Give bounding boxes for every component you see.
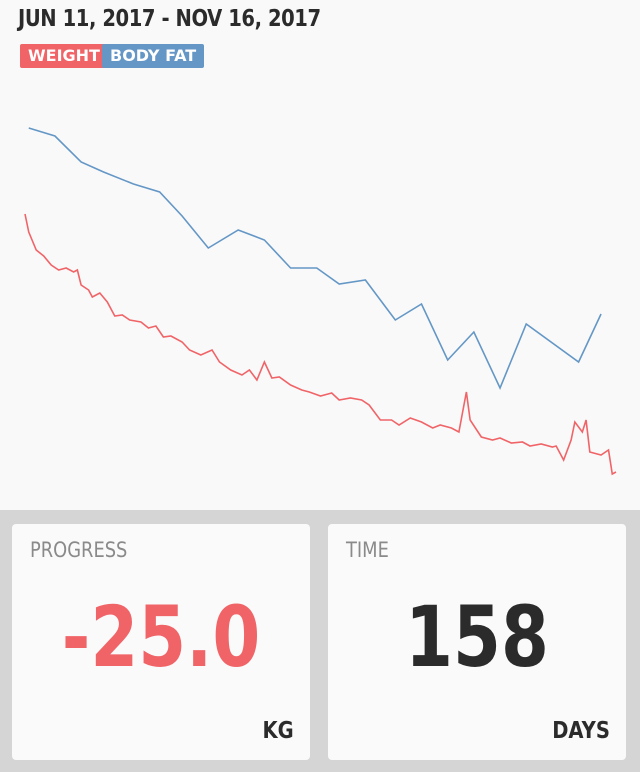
legend-body-fat[interactable]: BODY FAT <box>102 44 205 68</box>
card-label: TIME <box>346 538 389 562</box>
card-label: PROGRESS <box>30 538 128 562</box>
legend-weight[interactable]: WEIGHT <box>20 44 108 68</box>
card-value: 158 <box>405 588 549 686</box>
card-unit: DAYS <box>552 718 610 744</box>
series-line <box>28 127 602 390</box>
date-range-title: JUN 11, 2017 - NOV 16, 2017 <box>18 6 321 32</box>
chart <box>24 127 617 476</box>
progress-card: PROGRESS -25.0 KG <box>12 524 310 760</box>
time-card: TIME 158 DAYS <box>328 524 626 760</box>
series-line <box>24 213 617 476</box>
card-unit: KG <box>262 718 294 744</box>
chart-panel: JUN 11, 2017 - NOV 16, 2017 WEIGHT BODY … <box>0 0 640 510</box>
card-value: -25.0 <box>61 588 261 686</box>
